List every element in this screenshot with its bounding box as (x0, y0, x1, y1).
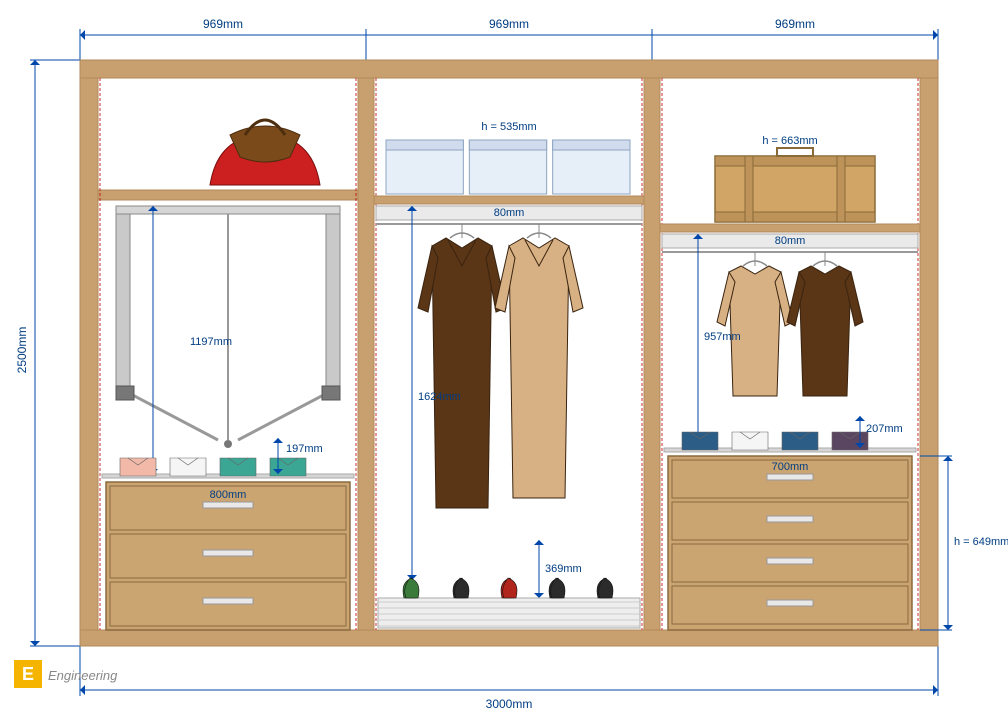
svg-text:h = 535mm: h = 535mm (481, 121, 536, 133)
svg-text:207mm: 207mm (866, 423, 903, 435)
dim-label: 969mm (489, 17, 529, 31)
dim-label: 969mm (775, 17, 815, 31)
svg-text:E: E (22, 664, 34, 684)
svg-text:369mm: 369mm (545, 563, 582, 575)
svg-text:957mm: 957mm (704, 331, 741, 343)
svg-text:700mm: 700mm (772, 461, 809, 473)
svg-text:1624mm: 1624mm (418, 391, 461, 403)
svg-text:80mm: 80mm (494, 207, 525, 219)
svg-text:197mm: 197mm (286, 443, 323, 455)
svg-text:800mm: 800mm (210, 489, 247, 501)
dim-label: 969mm (203, 17, 243, 31)
svg-text:80mm: 80mm (775, 235, 806, 247)
left-drawers: 800mm (106, 482, 350, 630)
svg-text:3000mm: 3000mm (486, 697, 533, 711)
svg-text:1197mm: 1197mm (190, 336, 232, 348)
svg-text:2500mm: 2500mm (15, 327, 29, 374)
svg-text:Engineering: Engineering (48, 668, 118, 683)
svg-text:h = 649mm: h = 649mm (954, 536, 1008, 548)
right-drawers: 700mm (668, 456, 912, 630)
svg-text:h = 663mm: h = 663mm (762, 135, 817, 147)
